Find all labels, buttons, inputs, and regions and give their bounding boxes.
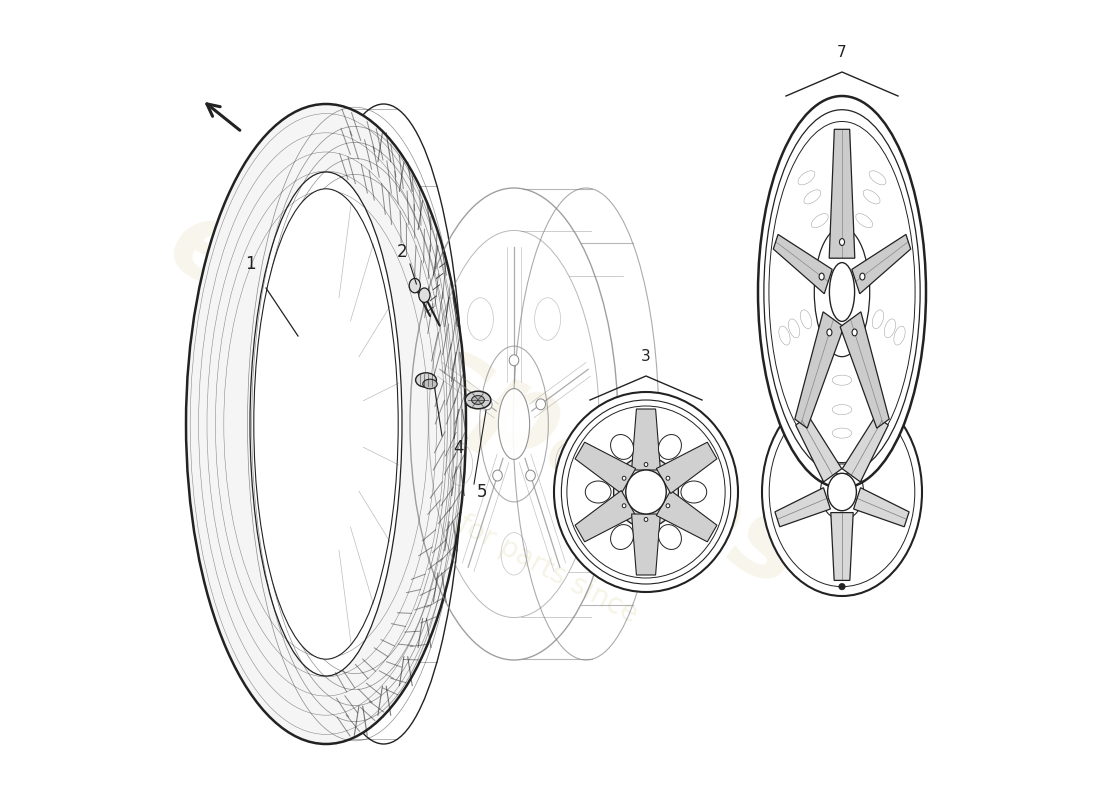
Text: 5: 5 (476, 483, 487, 501)
Ellipse shape (483, 399, 492, 410)
Ellipse shape (852, 329, 857, 336)
Polygon shape (851, 234, 911, 294)
Ellipse shape (409, 278, 420, 293)
Ellipse shape (498, 389, 529, 459)
Polygon shape (830, 513, 854, 581)
Ellipse shape (614, 457, 679, 527)
Ellipse shape (839, 583, 845, 590)
Polygon shape (773, 234, 833, 294)
Ellipse shape (623, 504, 626, 508)
Ellipse shape (526, 470, 536, 481)
Text: 4: 4 (453, 439, 463, 457)
Ellipse shape (667, 476, 670, 480)
Polygon shape (631, 409, 660, 470)
Polygon shape (657, 442, 717, 494)
Ellipse shape (645, 518, 648, 522)
Ellipse shape (659, 525, 681, 550)
Ellipse shape (585, 481, 611, 503)
Polygon shape (575, 490, 636, 542)
Text: 7: 7 (837, 45, 847, 60)
Ellipse shape (250, 172, 402, 676)
Ellipse shape (623, 476, 626, 480)
Ellipse shape (681, 481, 706, 503)
Text: 2: 2 (397, 243, 407, 261)
Ellipse shape (509, 355, 519, 366)
Polygon shape (657, 490, 717, 542)
Ellipse shape (762, 388, 922, 596)
Ellipse shape (610, 525, 634, 550)
Ellipse shape (465, 391, 491, 409)
Ellipse shape (493, 470, 503, 481)
Ellipse shape (839, 238, 845, 246)
Ellipse shape (422, 379, 437, 389)
Ellipse shape (758, 96, 926, 488)
Ellipse shape (610, 434, 634, 459)
Ellipse shape (416, 373, 437, 387)
Ellipse shape (536, 399, 546, 410)
Ellipse shape (645, 462, 648, 466)
Polygon shape (631, 514, 660, 575)
Polygon shape (854, 488, 909, 526)
Ellipse shape (186, 104, 466, 744)
Ellipse shape (820, 273, 824, 280)
Ellipse shape (827, 329, 832, 336)
Ellipse shape (860, 273, 865, 280)
Ellipse shape (827, 474, 857, 510)
Ellipse shape (829, 262, 855, 322)
Ellipse shape (626, 470, 667, 514)
Text: a passion for parts since: a passion for parts since (329, 444, 642, 628)
Polygon shape (795, 416, 842, 482)
Polygon shape (774, 488, 830, 526)
Polygon shape (843, 416, 889, 482)
Ellipse shape (472, 396, 484, 404)
Polygon shape (795, 312, 844, 428)
Polygon shape (575, 442, 636, 494)
Text: 6: 6 (837, 341, 847, 356)
Ellipse shape (419, 288, 430, 302)
Text: eurospares: eurospares (151, 188, 822, 612)
Ellipse shape (659, 434, 681, 459)
Polygon shape (829, 130, 855, 258)
Ellipse shape (254, 189, 398, 659)
Text: 1: 1 (244, 255, 255, 273)
Ellipse shape (667, 504, 670, 508)
Text: 3: 3 (641, 349, 651, 364)
Ellipse shape (554, 392, 738, 592)
Polygon shape (840, 312, 889, 428)
